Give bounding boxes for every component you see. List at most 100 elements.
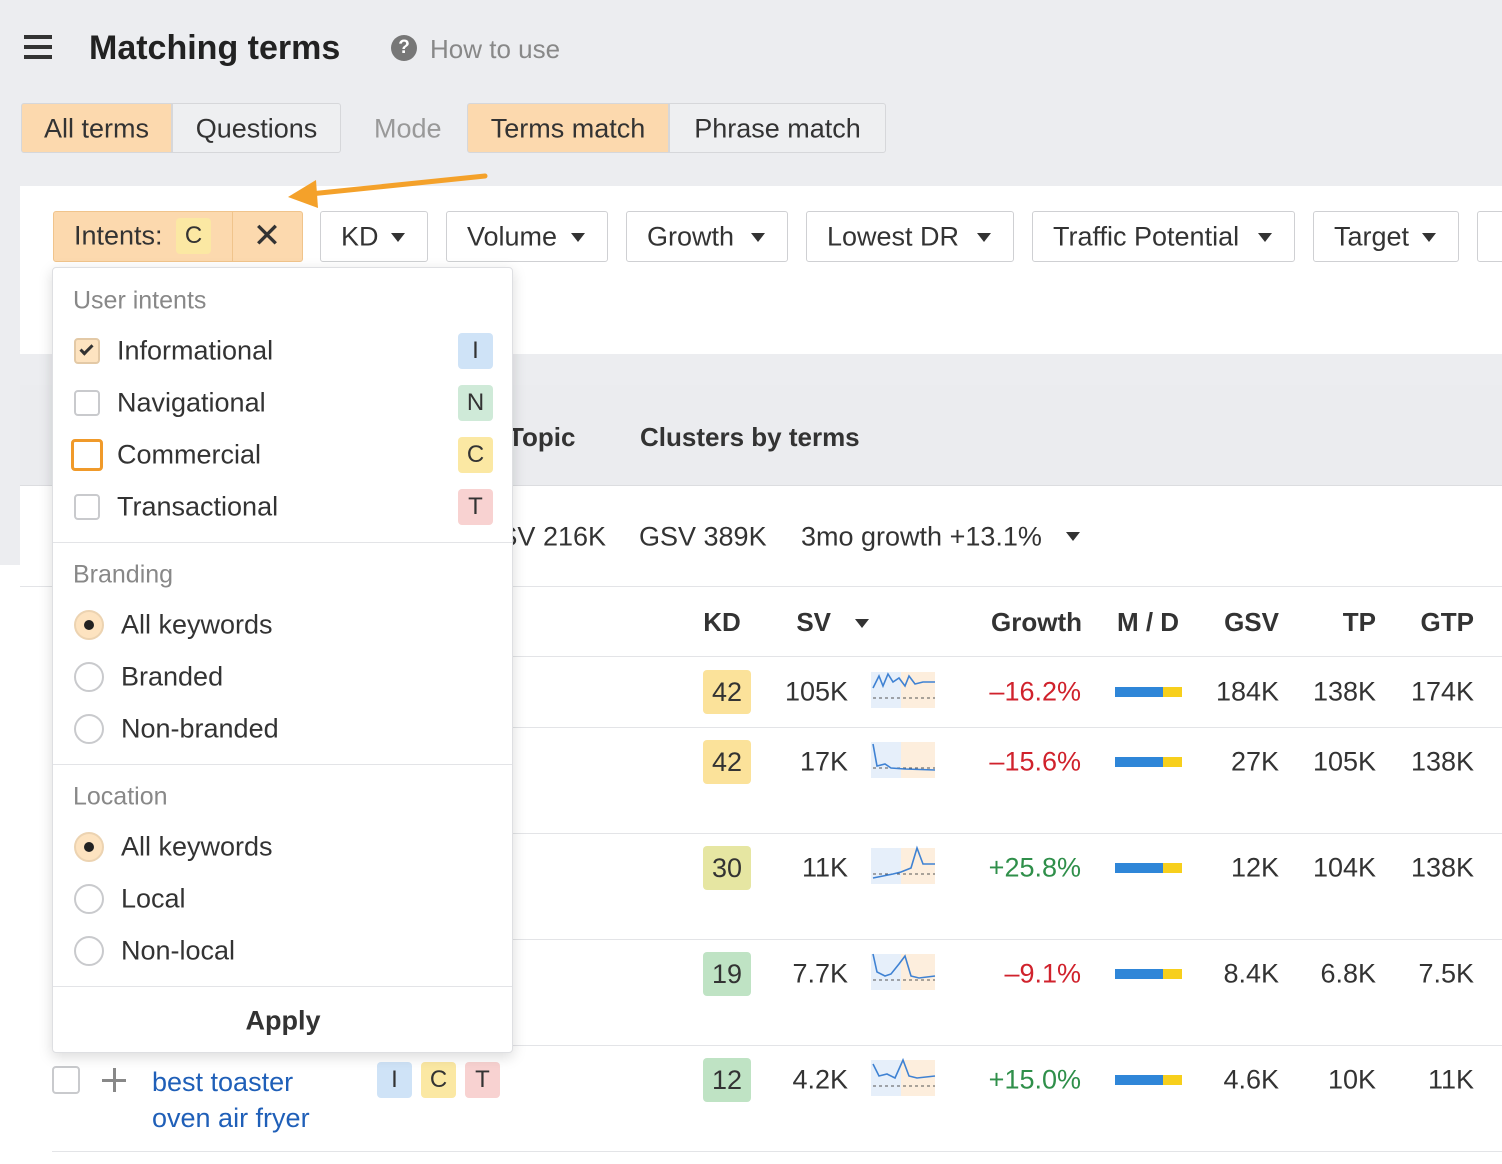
kd-badge: 19 — [703, 952, 751, 996]
section-title: User intents — [73, 289, 206, 314]
gsv: 27K — [1231, 749, 1279, 776]
column-header[interactable]: TP — [1343, 609, 1376, 635]
divider — [53, 764, 512, 765]
filter-button-label: Target — [1334, 224, 1409, 251]
sparkline — [871, 950, 937, 990]
intent-badge: C — [421, 1062, 456, 1098]
search-volume: 4.2K — [792, 1067, 848, 1094]
md-bar — [1115, 757, 1163, 767]
radio[interactable] — [74, 714, 104, 744]
checkbox[interactable] — [74, 390, 100, 416]
row-separator — [52, 1151, 1502, 1152]
intent-badge: C — [458, 437, 493, 473]
divider — [53, 986, 512, 987]
caret — [1422, 233, 1436, 242]
md-bar — [1163, 1075, 1182, 1085]
row-checkbox[interactable] — [52, 1066, 80, 1094]
check-mark — [79, 341, 93, 355]
stat: SV 216K — [499, 524, 606, 551]
divider — [232, 211, 233, 262]
view-tab[interactable]: Topic — [508, 424, 575, 450]
mode-option-label: Phrase match — [694, 116, 861, 143]
stat[interactable]: 3mo growth +13.1% — [801, 524, 1042, 551]
search-volume: 17K — [800, 749, 848, 776]
option-label[interactable]: All keywords — [121, 834, 273, 861]
checkbox[interactable] — [74, 338, 100, 364]
option-label[interactable]: Navigational — [117, 390, 266, 417]
column-header[interactable]: Growth — [991, 609, 1082, 635]
growth: –9.1% — [1004, 961, 1081, 988]
keyword-link[interactable]: best toaster oven air fryer — [152, 1064, 342, 1136]
option-label[interactable]: Transactional — [117, 494, 278, 521]
search-volume: 7.7K — [792, 961, 848, 988]
intent-badge: I — [458, 333, 493, 369]
kd-badge: 42 — [703, 670, 751, 714]
kd-badge: 12 — [703, 1058, 751, 1102]
option-label[interactable]: Non-branded — [121, 716, 279, 743]
filter-button-label: Volume — [467, 224, 557, 251]
divider — [53, 542, 512, 543]
column-header[interactable]: GTP — [1421, 609, 1474, 635]
checkbox[interactable] — [71, 439, 103, 471]
option-label[interactable]: Branded — [121, 664, 223, 691]
kd-badge: 42 — [703, 740, 751, 784]
filter-label: Intents: — [74, 223, 163, 250]
radio[interactable] — [74, 936, 104, 966]
intent-badge: C — [176, 218, 211, 254]
gsv: 8.4K — [1223, 961, 1279, 988]
intent-badge: T — [465, 1062, 500, 1098]
caret — [571, 233, 585, 242]
traffic-potential: 104K — [1313, 855, 1376, 882]
gtp: 138K — [1411, 855, 1474, 882]
radio[interactable] — [74, 884, 104, 914]
sparkline — [871, 1056, 937, 1096]
radio-dot — [84, 842, 94, 852]
option-label[interactable]: Local — [121, 886, 186, 913]
column-header[interactable]: M / D — [1117, 609, 1179, 635]
section-title: Branding — [73, 563, 173, 588]
checkbox[interactable] — [74, 494, 100, 520]
caret — [391, 233, 405, 242]
section-title: Location — [73, 785, 168, 810]
filter-button-label: Lowest DR — [827, 224, 959, 251]
growth: +15.0% — [989, 1067, 1081, 1094]
traffic-potential: 105K — [1313, 749, 1376, 776]
md-bar — [1115, 687, 1163, 697]
gsv: 4.6K — [1223, 1067, 1279, 1094]
intent-badge: T — [458, 489, 493, 525]
gsv: 12K — [1231, 855, 1279, 882]
column-header[interactable]: KD — [703, 609, 741, 635]
stat: GSV 389K — [639, 524, 767, 551]
filter-button-label: Traffic Potential — [1053, 224, 1239, 251]
option-label[interactable]: Informational — [117, 338, 273, 365]
filter-button-label: Growth — [647, 224, 734, 251]
caret — [751, 233, 765, 242]
filter-button[interactable] — [1477, 211, 1502, 262]
column-header[interactable]: SV — [796, 609, 831, 635]
search-volume: 105K — [785, 679, 848, 706]
caret — [855, 619, 869, 628]
option-label[interactable]: Non-local — [121, 938, 235, 965]
view-tab[interactable]: Clusters by terms — [640, 424, 860, 450]
sparkline — [871, 738, 937, 778]
growth: –16.2% — [989, 679, 1081, 706]
radio-dot — [84, 620, 94, 630]
column-header[interactable]: GSV — [1224, 609, 1279, 635]
option-label[interactable]: Commercial — [117, 442, 261, 469]
md-bar — [1115, 863, 1163, 873]
radio[interactable] — [74, 610, 104, 640]
option-label[interactable]: All keywords — [121, 612, 273, 639]
md-bar — [1115, 1075, 1163, 1085]
clear-filter[interactable]: ✕ — [252, 218, 282, 254]
tab-label: All terms — [44, 116, 149, 143]
radio[interactable] — [74, 662, 104, 692]
gtp: 11K — [1428, 1067, 1474, 1094]
radio[interactable] — [74, 832, 104, 862]
apply-button[interactable]: Apply — [245, 1008, 320, 1035]
gsv: 184K — [1216, 679, 1279, 706]
gtp: 138K — [1411, 749, 1474, 776]
intent-badge: I — [377, 1062, 412, 1098]
gtp: 7.5K — [1418, 961, 1474, 988]
intent-badge: N — [458, 385, 493, 421]
